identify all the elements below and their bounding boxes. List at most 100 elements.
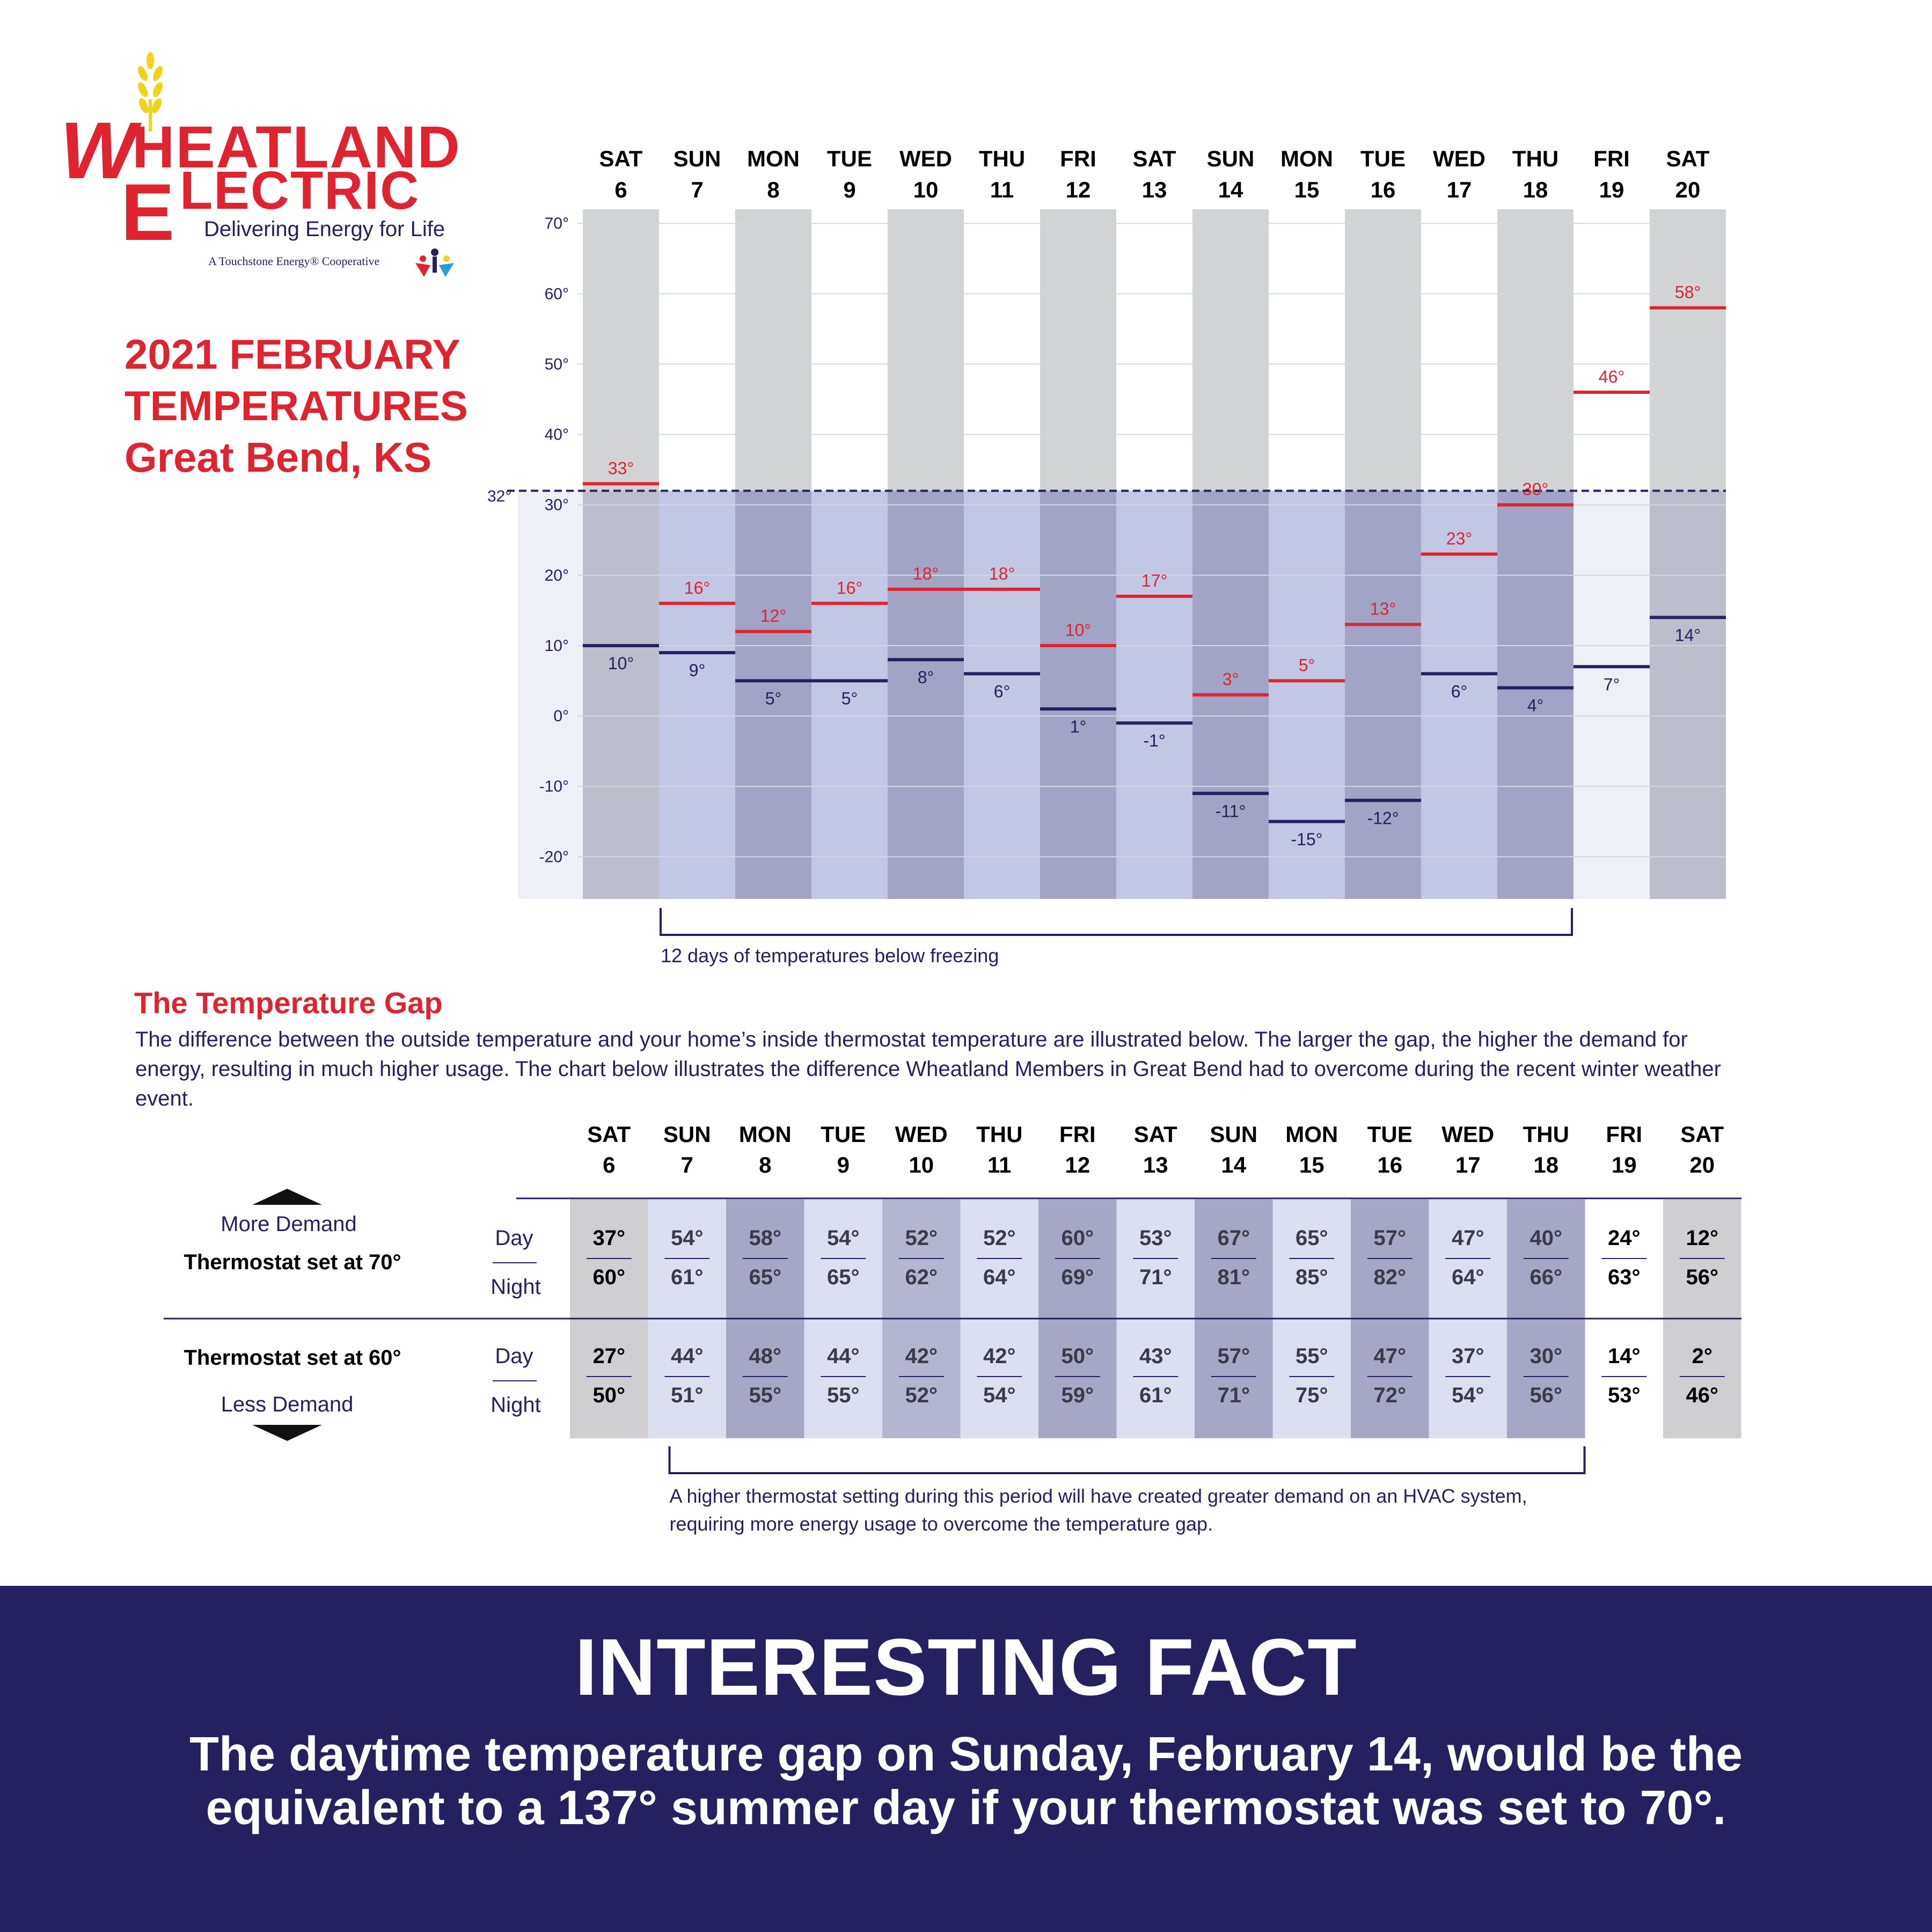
x-tick-label-day: FRI [1593, 146, 1630, 171]
low-temp-label: 4° [1527, 696, 1544, 715]
gap-header-day: WED [1441, 1122, 1494, 1147]
y-tick-label: 30° [545, 496, 569, 514]
high-temp-label: 30° [1523, 480, 1548, 499]
logo-subtag: A Touchstone Energy® Cooperative [208, 254, 380, 268]
gap-header-day: SAT [587, 1122, 631, 1147]
gap-header-date: 20 [1689, 1152, 1715, 1177]
thermostat-row-label: Thermostat set at 70° [184, 1250, 401, 1274]
freezing-bracket [660, 908, 1573, 936]
y-tick-label: 0° [553, 707, 569, 725]
gap-day-value: 52° [983, 1226, 1016, 1250]
day-column-lower [735, 491, 811, 899]
gap-night-value: 56° [1686, 1265, 1719, 1289]
gap-night-value: 75° [1296, 1384, 1328, 1407]
x-tick-label-day: TUE [827, 146, 872, 171]
gap-night-value: 66° [1530, 1265, 1563, 1289]
gap-night-value: 71° [1218, 1384, 1250, 1407]
gap-header-date: 16 [1377, 1152, 1402, 1177]
day-column-upper [1345, 209, 1421, 491]
x-tick-label-date: 8 [767, 177, 779, 202]
temperature-chart: 32° 70° 60° 50° 40° 30° 20° 10° 0° -10° -20° SAT 6 SU… [487, 146, 1726, 967]
high-temp-label: 16° [837, 578, 862, 597]
gap-header-date: 14 [1221, 1152, 1246, 1177]
gap-header-day: TUE [1367, 1122, 1413, 1147]
gap-header-date: 18 [1533, 1152, 1558, 1177]
gap-day-value: 42° [905, 1344, 938, 1368]
high-temp-label: 5° [1299, 656, 1315, 675]
gap-night-value: 81° [1218, 1265, 1250, 1289]
day-column-upper [1497, 209, 1574, 491]
gap-day-value: 47° [1374, 1344, 1407, 1368]
y-tick-label: 60° [545, 285, 569, 303]
y-tick-label: 20° [545, 567, 569, 584]
x-tick-label-date: 18 [1523, 177, 1548, 202]
gap-day-value: 67° [1218, 1226, 1250, 1250]
more-demand-label: More Demand [221, 1212, 356, 1236]
gap-header-date: 9 [837, 1152, 850, 1177]
gap-header-date: 7 [681, 1152, 693, 1177]
gap-night-value: 52° [905, 1384, 938, 1407]
gap-day-value: 60° [1062, 1226, 1094, 1250]
freezing-label: 32° [487, 487, 511, 505]
wheat-icon [138, 52, 163, 131]
gap-header-day: FRI [1606, 1122, 1642, 1147]
low-temp-label: -15° [1291, 830, 1322, 849]
less-demand-label: Less Demand [221, 1393, 354, 1416]
logo-tagline: Delivering Energy for Life [204, 217, 445, 241]
night-label: Night [491, 1275, 540, 1299]
day-label: Day [495, 1344, 533, 1368]
chart-title-line2: TEMPERATURES [125, 382, 468, 429]
gap-day-value: 44° [827, 1344, 860, 1368]
gap-header-date: 12 [1065, 1152, 1090, 1177]
gap-header-day: WED [895, 1122, 948, 1147]
gap-day-value: 30° [1530, 1344, 1563, 1368]
gap-day-value: 27° [593, 1344, 626, 1368]
day-column-lower [1497, 491, 1574, 899]
day-column-lower [888, 491, 964, 899]
gap-night-value: 63° [1608, 1265, 1641, 1289]
gap-day-value: 48° [749, 1344, 782, 1368]
gap-night-value: 51° [671, 1384, 704, 1407]
x-tick-label-date: 14 [1218, 177, 1243, 202]
x-tick-label-date: 19 [1599, 177, 1624, 202]
gap-header-day: SAT [1680, 1122, 1724, 1147]
x-tick-label-day: SAT [599, 146, 643, 171]
temperature-gap-table: SAT 6 SUN 7 MON 8 TUE 9 WED 10 THU 11 FRI 12 SAT 13 SUN 1… [164, 1122, 1741, 1535]
x-tick-label-date: 13 [1142, 177, 1167, 202]
low-temp-label: 8° [918, 668, 934, 687]
thermostat-row-label: Thermostat set at 60° [184, 1346, 401, 1370]
logo-name-line2: LECTRIC [180, 160, 420, 221]
gap-day-value: 50° [1062, 1344, 1094, 1368]
gap-night-value: 71° [1139, 1265, 1172, 1289]
x-tick-label-day: WED [1433, 146, 1485, 171]
gap-title: The Temperature Gap [134, 986, 443, 1020]
gap-night-value: 85° [1296, 1265, 1328, 1289]
gap-day-value: 37° [593, 1226, 626, 1250]
touchstone-icon [415, 248, 454, 277]
low-temp-label: 1° [1070, 717, 1087, 736]
high-temp-label: 58° [1675, 283, 1701, 302]
gap-header-date: 19 [1612, 1152, 1637, 1177]
high-temp-label: 33° [608, 458, 634, 478]
gap-day-value: 14° [1608, 1344, 1641, 1368]
gap-bracket-label-2: requiring more energy usage to overcome … [670, 1513, 1213, 1535]
low-temp-label: 14° [1675, 626, 1701, 645]
chart-title-line1: 2021 FEBRUARY [125, 331, 460, 378]
gap-bracket [668, 1446, 1586, 1474]
y-tick-label: -20° [539, 848, 569, 866]
x-tick-label-day: SAT [1133, 146, 1176, 171]
gap-night-value: 69° [1062, 1265, 1094, 1289]
low-temp-label: 5° [765, 689, 782, 708]
gap-day-value: 58° [749, 1226, 782, 1250]
gap-day-value: 42° [983, 1344, 1016, 1368]
x-tick-label-date: 16 [1371, 177, 1396, 202]
fact-title: INTERESTING FACT [575, 1622, 1357, 1712]
x-tick-label-date: 17 [1447, 177, 1472, 202]
x-tick-label-day: WED [899, 146, 952, 171]
high-temp-label: 3° [1223, 670, 1239, 689]
gap-night-value: 55° [827, 1384, 860, 1407]
x-tick-label-day: SUN [674, 146, 721, 171]
x-tick-label-date: 20 [1675, 177, 1701, 202]
day-column-lower [1040, 491, 1116, 899]
gap-day-value: 43° [1139, 1344, 1172, 1368]
